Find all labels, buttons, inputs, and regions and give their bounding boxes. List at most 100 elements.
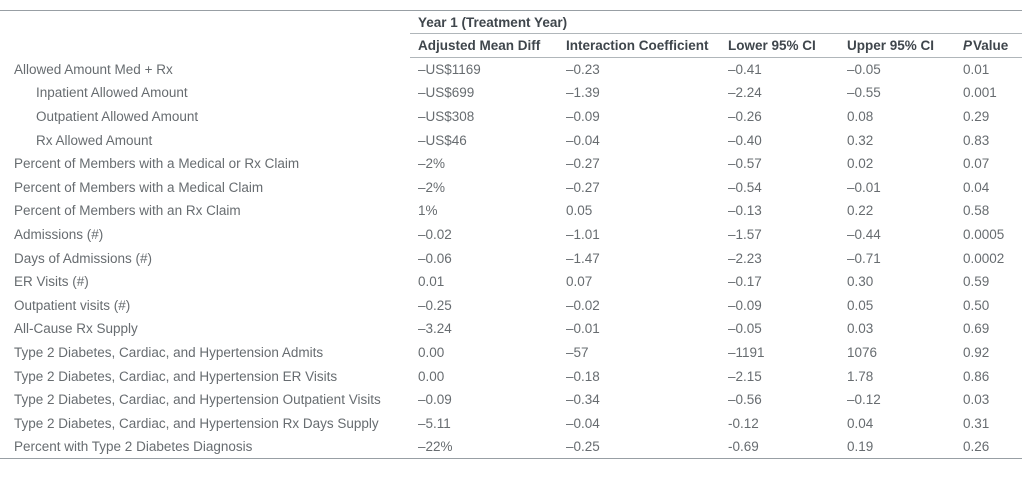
cell-p-value: 0.04 xyxy=(963,179,990,195)
cell-p-value: 0.83 xyxy=(963,132,990,148)
cell-adjusted-mean-diff: –US$1169 xyxy=(418,62,481,78)
cell-adjusted-mean-diff: –5.11 xyxy=(418,415,451,431)
row-label: Type 2 Diabetes, Cardiac, and Hypertensi… xyxy=(14,415,379,431)
row-label: All-Cause Rx Supply xyxy=(14,321,138,337)
cell-p-value: 0.03 xyxy=(963,392,990,408)
cell-upper-ci: 0.05 xyxy=(847,297,874,313)
row-label: Days of Admissions (#) xyxy=(14,250,153,266)
table-row: Percent of Members with a Medical Claim –… xyxy=(0,175,1022,199)
row-label: ER Visits (#) xyxy=(14,274,89,290)
cell-adjusted-mean-diff: –US$46 xyxy=(418,132,467,148)
cell-upper-ci: 0.22 xyxy=(847,203,874,219)
cell-upper-ci: 0.32 xyxy=(847,132,874,148)
table-row: Rx Allowed Amount –US$46 –0.04 –0.40 0.32 0.8… xyxy=(0,128,1022,152)
table-row: Inpatient Allowed Amount –US$699 –1.39 –2.2… xyxy=(0,81,1022,105)
cell-p-value: 0.0005 xyxy=(963,226,1005,242)
column-header-spacer xyxy=(0,34,410,58)
cell-p-value: 0.58 xyxy=(963,203,990,219)
table-row: Outpatient Allowed Amount –US$308 –0.09 –0.… xyxy=(0,105,1022,129)
cell-interaction-coefficient: 0.07 xyxy=(566,274,593,290)
cell-lower-ci: –0.40 xyxy=(728,132,762,148)
cell-lower-ci: -0.12 xyxy=(728,415,759,431)
table-header: Year 1 (Treatment Year) Adjusted Mean Di… xyxy=(0,10,1022,58)
column-header-upper-ci: Upper 95% CI xyxy=(839,33,955,58)
p-value-italic-p: P xyxy=(963,38,973,53)
cell-interaction-coefficient: –1.01 xyxy=(566,226,600,242)
cell-upper-ci: 0.19 xyxy=(847,439,874,455)
cell-interaction-coefficient: –0.04 xyxy=(566,415,600,431)
group-header-row: Year 1 (Treatment Year) xyxy=(0,10,1022,34)
cell-lower-ci: –2.23 xyxy=(728,250,762,266)
cell-upper-ci: –0.55 xyxy=(847,85,881,101)
table-row: Percent of Members with an Rx Claim 1% 0.0… xyxy=(0,199,1022,223)
results-table: Year 1 (Treatment Year) Adjusted Mean Di… xyxy=(0,10,1022,460)
cell-interaction-coefficient: –0.25 xyxy=(566,439,600,455)
cell-p-value: 0.59 xyxy=(963,274,990,290)
table-body: Allowed Amount Med + Rx –US$1169 –0.23 –0.4… xyxy=(0,58,1022,459)
column-header-row: Adjusted Mean Diff Interaction Coefficie… xyxy=(0,33,1022,58)
cell-interaction-coefficient: –0.34 xyxy=(566,392,600,408)
cell-lower-ci: –0.17 xyxy=(728,274,762,290)
cell-interaction-coefficient: –1.47 xyxy=(566,250,600,266)
column-header-p-value: PValue xyxy=(955,33,1022,58)
cell-interaction-coefficient: –0.27 xyxy=(566,179,600,195)
cell-upper-ci: 1076 xyxy=(847,344,878,360)
cell-upper-ci: 1.78 xyxy=(847,368,874,384)
cell-adjusted-mean-diff: –2% xyxy=(418,179,446,195)
cell-p-value: 0.0002 xyxy=(963,250,1005,266)
row-label: Type 2 Diabetes, Cardiac, and Hypertensi… xyxy=(14,392,381,408)
cell-adjusted-mean-diff: –US$699 xyxy=(418,85,475,101)
cell-interaction-coefficient: –1.39 xyxy=(566,85,600,101)
cell-lower-ci: -0.69 xyxy=(728,439,759,455)
p-value-rest: Value xyxy=(973,38,1009,53)
cell-lower-ci: –0.57 xyxy=(728,156,762,172)
table-row: Type 2 Diabetes, Cardiac, and Hypertensi… xyxy=(0,388,1022,412)
table-row: Outpatient visits (#) –0.25 –0.02 –0.09 0.05… xyxy=(0,293,1022,317)
cell-adjusted-mean-diff: 1% xyxy=(418,203,438,219)
row-label: Outpatient visits (#) xyxy=(14,297,131,313)
table-row: All-Cause Rx Supply –3.24 –0.01 –0.05 0.03 0.… xyxy=(0,317,1022,341)
cell-p-value: 0.29 xyxy=(963,108,990,124)
row-label: Inpatient Allowed Amount xyxy=(36,85,188,101)
cell-p-value: 0.69 xyxy=(963,321,990,337)
cell-lower-ci: –1191 xyxy=(728,344,765,360)
cell-lower-ci: –0.13 xyxy=(728,203,762,219)
cell-upper-ci: –0.44 xyxy=(847,226,881,242)
row-label: Percent with Type 2 Diabetes Diagnosis xyxy=(14,439,253,455)
cell-adjusted-mean-diff: –2% xyxy=(418,156,446,172)
cell-upper-ci: –0.01 xyxy=(847,179,881,195)
cell-p-value: 0.01 xyxy=(963,62,990,78)
cell-lower-ci: –0.56 xyxy=(728,392,762,408)
cell-lower-ci: –0.26 xyxy=(728,108,762,124)
cell-adjusted-mean-diff: –0.06 xyxy=(418,250,452,266)
cell-interaction-coefficient: –0.04 xyxy=(566,132,600,148)
table-row: Type 2 Diabetes, Cardiac, and Hypertensi… xyxy=(0,364,1022,388)
cell-upper-ci: –0.12 xyxy=(847,392,881,408)
row-label: Percent of Members with a Medical Claim xyxy=(14,179,264,195)
cell-upper-ci: 0.04 xyxy=(847,415,874,431)
cell-upper-ci: 0.08 xyxy=(847,108,874,124)
cell-p-value: 0.92 xyxy=(963,344,990,360)
cell-interaction-coefficient: –0.01 xyxy=(566,321,600,337)
cell-p-value: 0.07 xyxy=(963,156,990,172)
column-header-interaction-coefficient: Interaction Coefficient xyxy=(558,33,720,58)
cell-lower-ci: –0.09 xyxy=(728,297,762,313)
cell-adjusted-mean-diff: 0.00 xyxy=(418,368,445,384)
cell-p-value: 0.001 xyxy=(963,85,997,101)
row-label: Type 2 Diabetes, Cardiac, and Hypertensi… xyxy=(14,368,338,384)
cell-upper-ci: –0.05 xyxy=(847,62,881,78)
table-row: Type 2 Diabetes, Cardiac, and Hypertensi… xyxy=(0,341,1022,365)
cell-adjusted-mean-diff: –3.24 xyxy=(418,321,452,337)
cell-upper-ci: 0.03 xyxy=(847,321,874,337)
cell-interaction-coefficient: –0.18 xyxy=(566,368,600,384)
cell-interaction-coefficient: –0.09 xyxy=(566,108,600,124)
row-label: Percent of Members with a Medical or Rx … xyxy=(14,156,300,172)
cell-lower-ci: –2.15 xyxy=(728,368,762,384)
column-header-lower-ci: Lower 95% CI xyxy=(720,33,839,58)
row-label: Percent of Members with an Rx Claim xyxy=(14,203,241,219)
group-header-spacer xyxy=(0,11,410,34)
cell-lower-ci: –2.24 xyxy=(728,85,762,101)
cell-adjusted-mean-diff: 0.01 xyxy=(418,274,445,290)
table-row: Admissions (#) –0.02 –1.01 –1.57 –0.44 0.0005 xyxy=(0,223,1022,247)
table-row: Days of Admissions (#) –0.06 –1.47 –2.23 –0.… xyxy=(0,246,1022,270)
